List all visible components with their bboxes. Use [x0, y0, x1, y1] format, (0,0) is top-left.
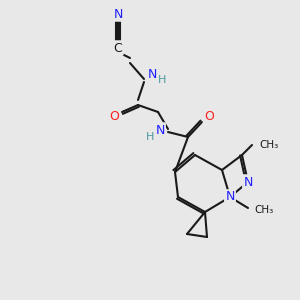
Text: O: O: [204, 110, 214, 124]
Text: N: N: [147, 68, 157, 80]
Text: O: O: [109, 110, 119, 122]
Text: C: C: [114, 41, 122, 55]
Text: H: H: [158, 75, 166, 85]
Text: N: N: [155, 124, 165, 136]
Text: N: N: [225, 190, 235, 203]
Text: N: N: [243, 176, 253, 188]
Text: H: H: [146, 132, 154, 142]
Text: CH₃: CH₃: [259, 140, 278, 150]
Text: N: N: [113, 8, 123, 20]
Text: CH₃: CH₃: [254, 205, 273, 215]
